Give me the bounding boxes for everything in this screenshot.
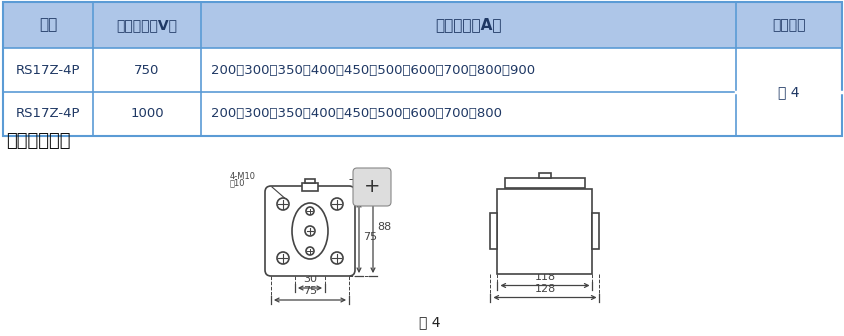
Text: 型号: 型号	[39, 17, 57, 33]
Bar	[505, 178, 584, 188]
Text: 深10: 深10	[230, 178, 246, 187]
Text: +: +	[363, 177, 380, 197]
Ellipse shape	[292, 203, 327, 259]
Text: 外形图号: 外形图号	[771, 18, 805, 32]
Text: 88: 88	[376, 222, 391, 233]
Text: 图 4: 图 4	[777, 85, 798, 99]
Bar	[305, 179, 315, 183]
Bar	[3, 2, 841, 136]
Bar	[3, 92, 841, 136]
Circle shape	[306, 207, 314, 215]
Text: 图 4: 图 4	[419, 315, 441, 329]
Text: 750: 750	[134, 64, 160, 77]
Bar	[301, 183, 317, 191]
FancyBboxPatch shape	[265, 186, 354, 276]
Circle shape	[331, 198, 343, 210]
Text: 75: 75	[363, 233, 376, 243]
Text: 额定电压（V）: 额定电压（V）	[116, 18, 177, 32]
Circle shape	[305, 226, 315, 236]
Bar	[3, 2, 841, 48]
Bar	[490, 213, 497, 249]
Circle shape	[277, 198, 289, 210]
Circle shape	[331, 252, 343, 264]
Text: 200、300、350、400、450、500、600、700、800、900: 200、300、350、400、450、500、600、700、800、900	[211, 64, 534, 77]
Circle shape	[306, 247, 314, 255]
Text: 75: 75	[303, 286, 316, 296]
Bar	[538, 173, 550, 178]
Bar	[497, 188, 592, 274]
Text: 128: 128	[533, 284, 555, 294]
Text: 1000: 1000	[130, 108, 164, 121]
Bar	[3, 48, 841, 92]
Circle shape	[277, 252, 289, 264]
Text: 4-M10: 4-M10	[230, 172, 256, 181]
Text: RS17Z-4P: RS17Z-4P	[16, 64, 80, 77]
Text: 30: 30	[303, 274, 316, 284]
FancyBboxPatch shape	[353, 168, 391, 206]
Text: 200、300、350、400、450、500、600、700、800: 200、300、350、400、450、500、600、700、800	[211, 108, 501, 121]
Text: RS17Z-4P: RS17Z-4P	[16, 108, 80, 121]
Text: 外形安装尺寸: 外形安装尺寸	[6, 132, 70, 150]
Text: 118: 118	[533, 271, 555, 282]
Text: 额定电流（A）: 额定电流（A）	[435, 17, 501, 33]
Bar	[592, 213, 598, 249]
